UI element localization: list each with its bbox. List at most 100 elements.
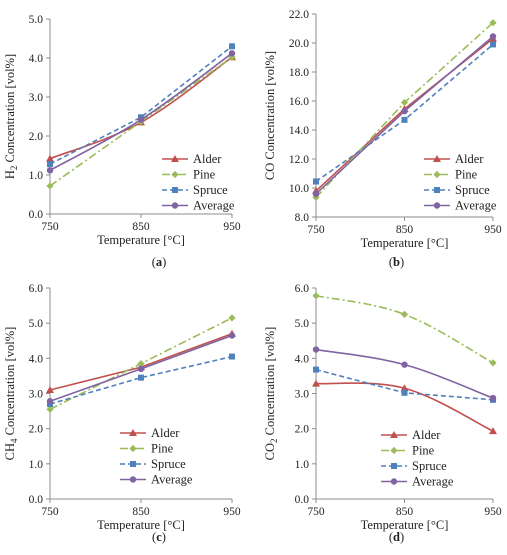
y-tick-label: 10.0: [289, 183, 309, 195]
x-axis-label: Temperature [°C]: [361, 518, 449, 532]
data-point-pine: [489, 19, 497, 27]
series-line-pine: [315, 294, 494, 364]
legend-marker: [129, 429, 137, 436]
series-pine: [312, 292, 497, 367]
y-tick-label: 3.0: [295, 389, 310, 401]
x-tick-label: 850: [132, 221, 150, 233]
data-point-average: [401, 107, 408, 115]
x-tick-label: 950: [223, 221, 241, 233]
y-tick-label: 4.0: [295, 353, 310, 365]
data-point-average: [228, 332, 236, 339]
y-tick-label: 1.0: [295, 459, 310, 471]
legend-marker: [390, 431, 398, 438]
y-tick-label: 3.0: [29, 92, 44, 104]
legend-marker: [433, 170, 441, 179]
legend-marker: [171, 155, 179, 162]
y-tick-label: 0.0: [295, 494, 310, 506]
legend-marker: [129, 444, 137, 453]
x-axis-label: Temperature [°C]: [97, 233, 185, 247]
y-tick-label: 6.0: [295, 283, 310, 295]
x-axis-label: Temperature [°C]: [361, 236, 449, 250]
legend-label: Spruce: [412, 459, 447, 473]
legend-marker: [171, 170, 179, 179]
legend-label: Spruce: [455, 183, 490, 197]
legend-marker: [434, 187, 440, 193]
legend-label: Pine: [151, 442, 174, 456]
series-average: [46, 332, 236, 405]
data-point-alder: [46, 385, 54, 393]
legend-label: Average: [193, 199, 235, 213]
y-tick-label: 0.0: [29, 209, 44, 221]
y-tick-label: 22.0: [289, 9, 309, 21]
data-point-average: [312, 346, 320, 353]
y-tick-label: 2.0: [29, 131, 44, 143]
y-tick-label: 3.0: [29, 389, 44, 401]
y-tick-label: 2.0: [295, 424, 310, 436]
data-point-pine: [228, 53, 236, 61]
y-tick-label: 20.0: [289, 38, 309, 50]
series-average: [312, 33, 497, 197]
data-point-average: [46, 398, 54, 405]
x-tick-label: 750: [41, 221, 59, 233]
legend-label: Average: [412, 475, 454, 489]
y-axis-label: CO2 Concentration [vol%]: [263, 327, 279, 461]
data-point-spruce: [401, 389, 408, 396]
data-point-spruce: [313, 178, 319, 185]
data-point-pine: [400, 98, 409, 107]
x-tick-label: 950: [484, 224, 502, 236]
legend-label: Alder: [151, 426, 180, 440]
legend-label: Pine: [455, 168, 478, 182]
data-point-pine: [228, 314, 236, 322]
y-axis-label: CH4 Concentration [vol%]: [3, 327, 19, 461]
data-point-pine: [489, 359, 497, 367]
legend-label: Pine: [193, 168, 216, 182]
x-tick-label: 850: [132, 506, 150, 518]
x-axis-label: Temperature [°C]: [97, 518, 185, 532]
data-point-average: [489, 33, 497, 40]
data-point-pine: [46, 405, 54, 413]
data-point-average: [46, 167, 54, 174]
data-point-spruce: [313, 366, 319, 373]
y-tick-label: 6.0: [29, 283, 44, 295]
x-tick-label: 750: [307, 224, 325, 236]
legend-label: Spruce: [193, 183, 228, 197]
legend-label: Alder: [193, 152, 222, 166]
y-tick-label: 1.0: [29, 459, 44, 471]
y-axis-label: H2 Concentration [vol%]: [3, 54, 19, 179]
data-point-pine: [312, 292, 320, 300]
y-axis-label: CO Concentration [vol%]: [263, 51, 277, 180]
legend-label: Spruce: [151, 457, 186, 471]
series-average: [312, 346, 497, 402]
series-line-pine: [49, 56, 233, 187]
data-point-average: [228, 50, 236, 57]
y-tick-label: 4.0: [29, 53, 44, 65]
x-tick-label: 950: [484, 506, 502, 518]
legend-marker: [433, 202, 441, 209]
series-spruce: [47, 43, 235, 168]
y-tick-label: 5.0: [29, 14, 44, 26]
data-point-spruce: [138, 374, 144, 381]
data-point-pine: [137, 360, 145, 368]
series-line-alder: [49, 56, 233, 160]
data-point-average: [312, 190, 320, 197]
legend-marker: [391, 463, 397, 469]
data-point-average: [489, 394, 497, 402]
x-tick-label: 950: [223, 506, 241, 518]
y-tick-label: 5.0: [295, 318, 310, 330]
y-tick-label: 16.0: [289, 96, 309, 108]
chart-panel-3: 0.0 1.0 2.0 3.0 4.0 5.0 6.0 750 850 950 Temperatur…: [3, 283, 241, 544]
panel-caption: (b): [389, 255, 404, 269]
y-tick-label: 12.0: [289, 154, 309, 166]
x-tick-label: 850: [396, 506, 414, 518]
y-tick-label: 8.0: [295, 212, 310, 224]
x-tick-label: 750: [307, 506, 325, 518]
x-tick-label: 850: [396, 224, 414, 236]
data-point-spruce: [47, 161, 53, 168]
data-point-average: [401, 361, 408, 368]
data-point-alder: [489, 427, 497, 435]
